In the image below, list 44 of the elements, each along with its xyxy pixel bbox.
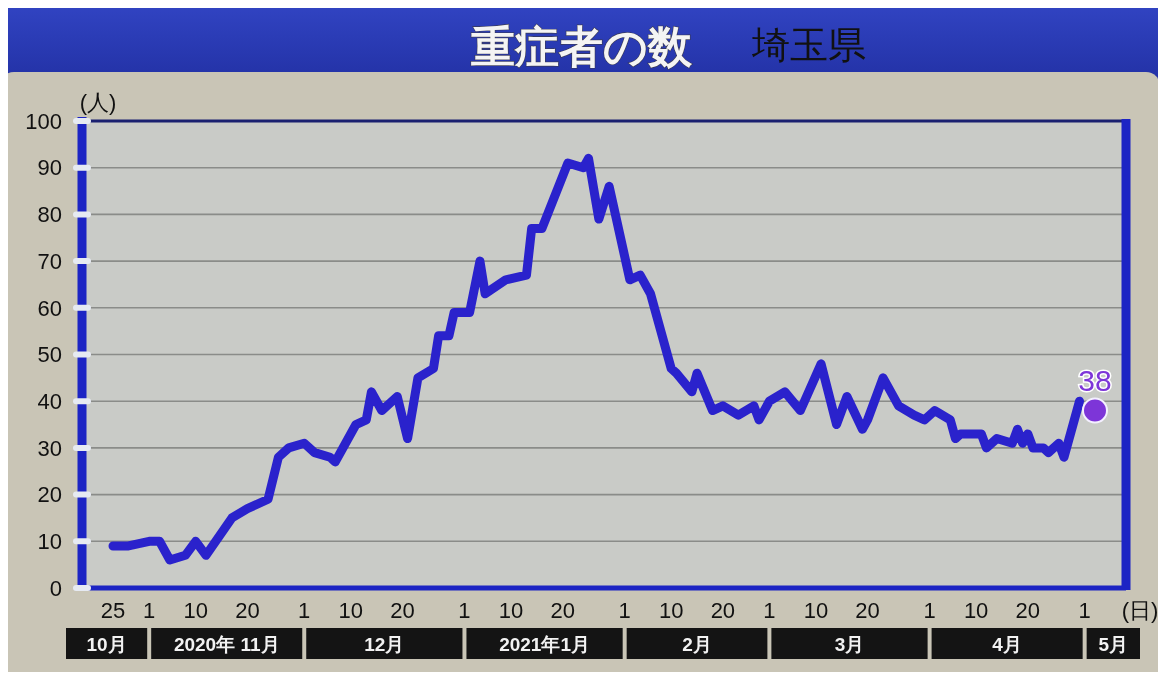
chart-subtitle: 埼玉県 (751, 24, 866, 66)
text: 5月 (1098, 633, 1129, 655)
x-tick-label: 1 (143, 598, 156, 623)
text: 12月 (364, 633, 405, 655)
x-tick-label: 1 (618, 598, 631, 623)
x-tick-label: 20 (235, 598, 260, 623)
y-tick-label: 70 (37, 248, 62, 274)
y-tick-label: 60 (37, 295, 62, 321)
x-tick-label: 10 (498, 598, 524, 623)
text: 2月 (682, 633, 712, 655)
y-tick-label: 80 (37, 202, 62, 228)
x-tick-label: 1 (923, 598, 936, 623)
x-tick-label: 10 (658, 598, 684, 623)
x-tick-label: 20 (1015, 598, 1041, 623)
y-tick-label: 100 (25, 108, 62, 134)
text: 2020年 11月 (173, 633, 280, 655)
x-tick-label: 1 (763, 598, 776, 623)
text: 10月 (86, 633, 127, 655)
y-tick-label: 10 (37, 529, 62, 554)
y-tick-label: 0 (49, 575, 62, 601)
x-tick-label: 10 (183, 598, 208, 623)
x-tick-label: 20 (710, 598, 736, 623)
text: 2021年1月 (499, 633, 590, 655)
data-label: 38 (1078, 363, 1112, 397)
x-tick-label: 1 (1078, 598, 1091, 623)
y-tick-label: 90 (37, 155, 62, 181)
x-tick-label: 20 (855, 598, 880, 623)
x-tick-label: 20 (390, 598, 415, 623)
y-tick-label: 20 (37, 482, 62, 508)
chart-title: 重症者の数 (471, 22, 693, 71)
text: 3月 (834, 633, 865, 655)
y-tick-label: 30 (37, 435, 62, 461)
x-tick-label: 1 (458, 598, 471, 623)
x-axis-title: (日) (1121, 598, 1159, 623)
text: 4月 (992, 633, 1022, 655)
y-tick-label: 50 (37, 342, 62, 368)
x-tick-label: 1 (298, 598, 311, 623)
x-tick-label: 25 (100, 598, 126, 623)
y-tick-label: 40 (37, 388, 62, 414)
x-tick-label: 10 (963, 598, 989, 623)
x-tick-label: 20 (550, 598, 575, 623)
x-tick-label: 10 (338, 598, 363, 623)
y-axis-title: (人) (79, 90, 117, 115)
x-tick-label: 10 (803, 598, 829, 623)
